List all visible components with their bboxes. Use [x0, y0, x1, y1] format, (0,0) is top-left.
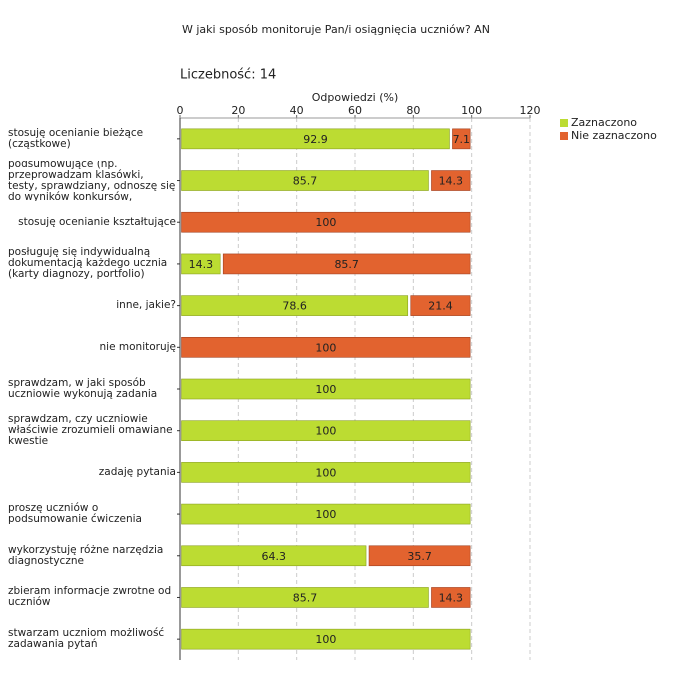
data-label: 100	[315, 633, 336, 646]
data-label: 100	[315, 341, 336, 354]
bar	[181, 295, 409, 316]
y-tick-label: wykorzystuję różne narzędzia diagnostycz…	[8, 543, 164, 567]
data-label: 100	[315, 466, 336, 479]
x-tick-label: 80	[406, 104, 420, 117]
bar	[181, 587, 429, 608]
legend-label: Nie zaznaczono	[571, 129, 657, 142]
bar	[181, 253, 221, 275]
y-tick-label-box: stosuję ocenianie bieżące (cząstkowe)	[8, 126, 144, 150]
bar	[181, 337, 471, 358]
legend-label: Zaznaczono	[571, 116, 637, 129]
chart-title: W jaki sposób monitoruje Pan/i osiągnięc…	[182, 23, 490, 36]
data-label: 100	[315, 216, 336, 229]
y-tick-label-box: inne, jakie?	[116, 299, 176, 312]
y-tick-label-box: sprawdzam, czy uczniowie właściwie zrozu…	[8, 413, 173, 448]
y-tick-label-box: nie monitoruję	[99, 340, 176, 353]
y-tick-label: zbieram informacje zwrotne od uczniów	[8, 585, 172, 609]
bar	[452, 128, 471, 150]
y-tick-label-box: wykorzystuję różne narzędzia diagnostycz…	[8, 543, 164, 567]
y-tick-label: inne, jakie?	[116, 299, 176, 312]
data-label: 21.4	[428, 300, 453, 313]
bar	[181, 128, 450, 150]
data-label: 78.6	[282, 300, 307, 313]
legend-swatch	[560, 119, 568, 127]
y-tick-label-box: stosuję ocenianie podsumowujące (np. prz…	[8, 160, 176, 201]
bar	[431, 170, 471, 191]
data-label: 7.1	[453, 133, 471, 146]
data-label: 100	[315, 508, 336, 521]
bar	[181, 503, 471, 525]
data-label: 14.3	[439, 175, 464, 188]
bar	[222, 253, 471, 275]
y-tick-label-box: sprawdzam, w jaki sposób uczniowie wykon…	[8, 377, 158, 400]
y-tick-label-box: zadaję pytania	[98, 465, 176, 478]
data-label: 100	[315, 383, 336, 396]
data-label: 14.3	[189, 258, 214, 271]
bar	[410, 295, 471, 316]
data-label: 85.7	[334, 258, 359, 271]
x-tick-label: 0	[177, 104, 184, 117]
bar	[181, 378, 471, 400]
x-axis-label: Odpowiedzi (%)	[312, 91, 399, 104]
bar	[431, 587, 471, 608]
bar	[181, 211, 471, 233]
y-tick-label-box: posługuję się indywidualną dokumentacją …	[8, 246, 168, 281]
x-tick-label: 100	[461, 104, 482, 117]
y-tick-label: nie monitoruję	[99, 340, 176, 353]
x-tick-label: 120	[520, 104, 541, 117]
bar	[181, 462, 471, 483]
data-label: 100	[315, 425, 336, 438]
bar	[181, 170, 429, 191]
x-tick-label: 40	[290, 104, 304, 117]
bar	[368, 545, 471, 567]
data-label: 64.3	[262, 550, 287, 563]
y-tick-label: proszę uczniów o podsumowanie ćwiczenia	[8, 502, 142, 526]
y-tick-label-box: zbieram informacje zwrotne od uczniów	[8, 585, 172, 609]
y-tick-label-box: proszę uczniów o podsumowanie ćwiczenia	[8, 502, 142, 526]
data-label: 14.3	[439, 591, 464, 604]
y-tick-label: stosuję ocenianie kształtujące	[18, 215, 176, 228]
y-tick-label: zadaję pytania	[98, 465, 176, 478]
y-tick-label-box: stosuję ocenianie kształtujące	[18, 215, 176, 228]
y-tick-label-box: stwarzam uczniom możliwość zadawania pyt…	[8, 627, 165, 651]
y-tick-label: sprawdzam, czy uczniowie właściwie zrozu…	[8, 413, 173, 448]
data-label: 85.7	[293, 175, 318, 188]
y-tick-label: sprawdzam, w jaki sposób uczniowie wykon…	[8, 377, 158, 400]
chart-subtitle: Liczebność: 14	[180, 68, 276, 83]
bar	[181, 420, 471, 441]
y-tick-label: stosuję ocenianie bieżące (cząstkowe)	[8, 126, 144, 150]
y-tick-label: stosuję ocenianie podsumowujące (np. prz…	[8, 160, 176, 201]
x-tick-label: 60	[348, 104, 362, 117]
legend-swatch	[560, 132, 568, 140]
data-label: 92.9	[303, 133, 328, 146]
bar	[181, 545, 367, 567]
data-label: 85.7	[293, 591, 318, 604]
data-label: 35.7	[407, 550, 432, 563]
y-tick-label: posługuję się indywidualną dokumentacją …	[8, 246, 168, 281]
x-tick-label: 20	[231, 104, 245, 117]
y-tick-label: stwarzam uczniom możliwość zadawania pyt…	[8, 627, 165, 651]
bar	[181, 628, 471, 650]
